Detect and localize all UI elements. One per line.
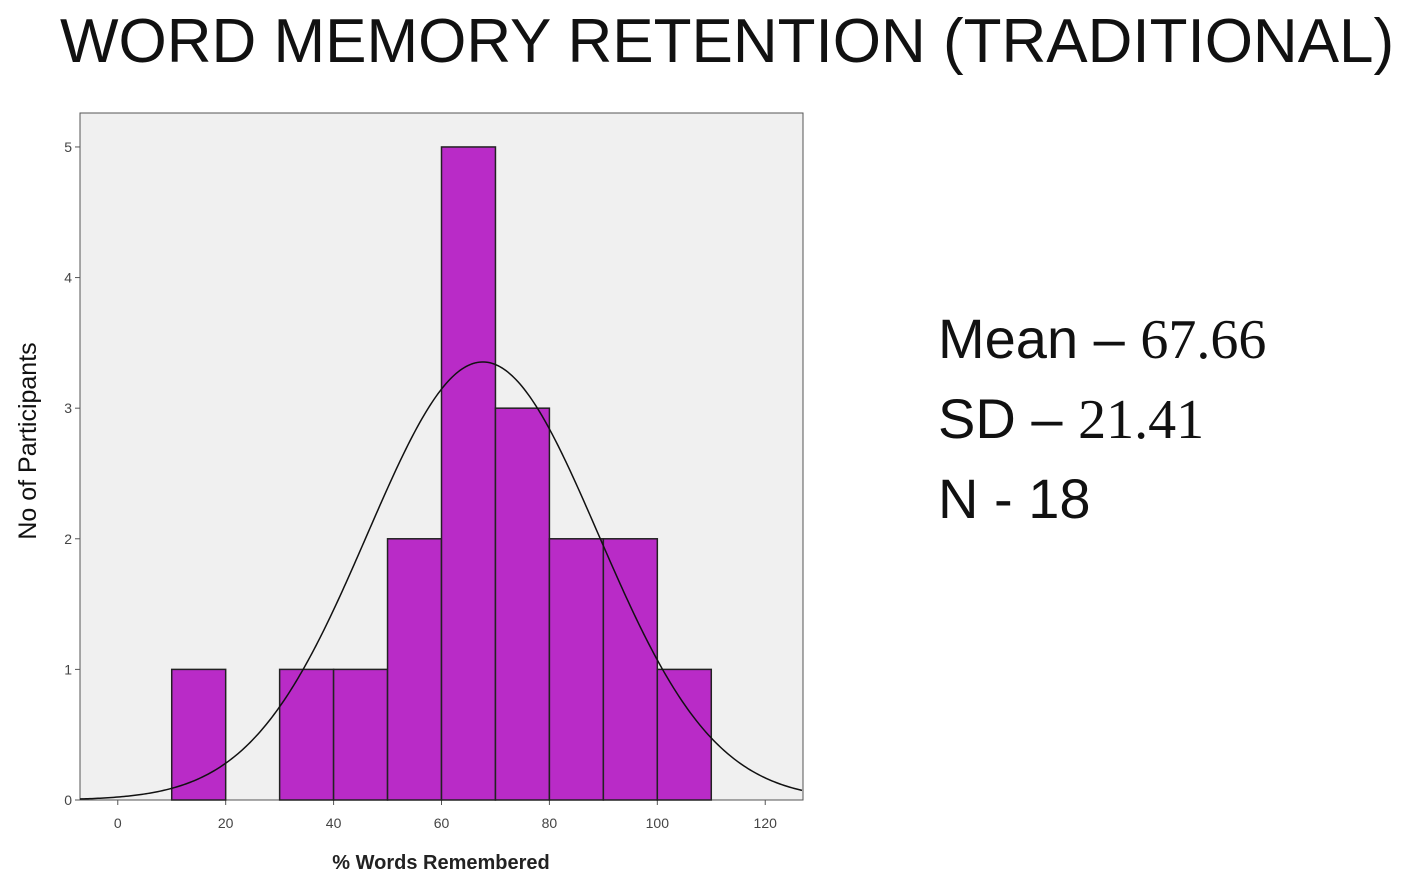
x-tick-label: 40 [326,815,342,831]
slide-title: WORD MEMORY RETENTION (TRADITIONAL) [60,7,1394,76]
x-axis-label: % Words Remembered [332,852,549,874]
bar [548,538,605,801]
stat-line: SD – 21.41 [938,387,1204,451]
stats: Mean – 67.66 SD – 21.41 N - 18 [938,307,1266,530]
x-tick-label: 0 [114,815,122,831]
bar [332,668,389,801]
y-tick-label: 0 [64,792,72,808]
y-axis-label: No of Participants [14,342,42,539]
bar [278,668,335,801]
y-tick-label: 5 [64,139,72,155]
bar [494,407,551,801]
x-tick-label: 20 [218,815,234,831]
x-tick-label: 60 [434,815,450,831]
bar [386,538,443,801]
x-tick-label: 80 [542,815,558,831]
y-tick-label: 1 [64,661,72,677]
x-tick-label: 120 [754,815,778,831]
stat-line: Mean – 67.66 [938,307,1266,371]
bar [656,668,713,801]
stat-label: Mean – [938,307,1126,370]
normal-curve [79,361,803,800]
stat-label: N - [938,467,1013,530]
y-tick-label: 2 [64,531,72,547]
y-tick-label: 3 [64,400,72,416]
bar [170,668,227,801]
stat-value: 21.41 [1078,389,1204,451]
stat-value: 67.66 [1140,309,1266,371]
stat-value: 18 [1028,467,1090,530]
x-tick-label: 100 [646,815,670,831]
stat-line: N - 18 [938,467,1091,530]
y-tick-label: 4 [64,270,72,286]
stat-label: SD – [938,387,1063,450]
bar [602,538,659,801]
bar [440,146,497,801]
